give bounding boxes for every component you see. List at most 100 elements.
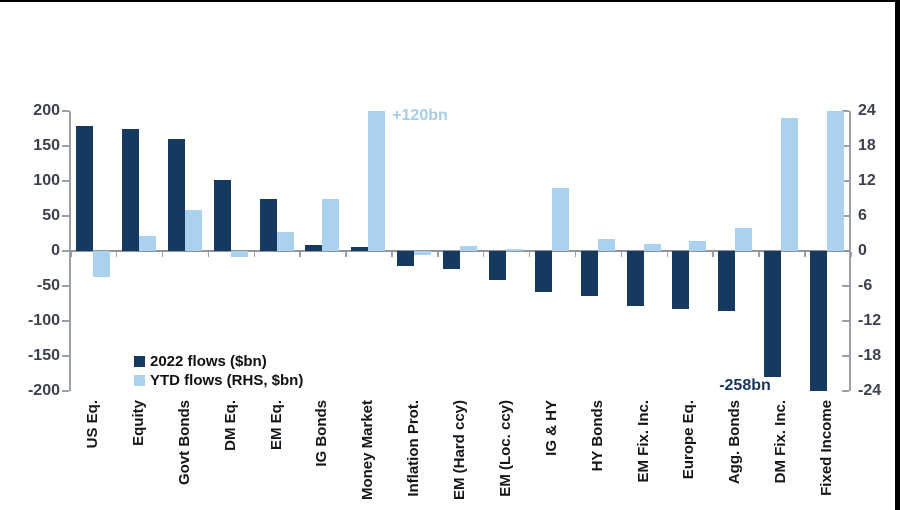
bar-ytd-flows — [368, 111, 386, 251]
bar-2022-flows — [213, 179, 231, 251]
left-axis-tick-label: 200 — [33, 102, 60, 119]
category-label: EM (Hard ccy) — [451, 400, 468, 501]
category-label: HY Bonds — [588, 400, 606, 472]
category-label: EM Eq. — [267, 400, 285, 451]
right-axis-tick — [842, 180, 849, 182]
legend-label-ytd-flows: YTD flows (RHS, $bn) — [150, 372, 304, 389]
right-axis-tick-label: -12 — [858, 312, 882, 329]
category-label: DM Eq. — [221, 400, 239, 451]
bar-annotation: +120bn — [392, 107, 448, 124]
bar-ytd-flows — [322, 198, 340, 251]
right-axis-tick-label: -24 — [858, 382, 882, 399]
x-axis-tick — [345, 252, 347, 257]
left-axis-tick-label: 0 — [51, 242, 60, 259]
right-axis-tick-label: 0 — [858, 242, 867, 259]
bar-2022-flows — [810, 251, 828, 391]
bar-ytd-flows — [460, 245, 477, 252]
x-axis-tick — [115, 252, 118, 257]
left-axis-tick — [62, 355, 69, 357]
right-axis-tick — [842, 145, 849, 147]
x-axis-tick — [161, 252, 164, 257]
x-axis-tick — [666, 252, 668, 257]
right-axis-tick-label: -6 — [858, 277, 873, 294]
bar-2022-flows — [718, 251, 736, 312]
window-right-border — [895, 0, 900, 510]
window-top-border — [0, 0, 900, 2]
x-axis-tick — [437, 252, 439, 257]
bar-2022-flows — [397, 251, 415, 267]
category-label: DM Fix. Inc. — [772, 400, 790, 484]
right-axis-tick — [842, 355, 849, 357]
bar-ytd-flows — [689, 241, 707, 251]
bar-ytd-flows — [184, 210, 202, 251]
left-axis-tick — [62, 320, 69, 322]
category-label: Inflation Prot. — [405, 400, 423, 497]
bar-2022-flows — [672, 251, 690, 310]
bar-2022-flows — [443, 251, 460, 269]
left-axis-tick — [62, 285, 69, 287]
left-axis-tick-label: 50 — [42, 207, 60, 224]
right-axis-tick — [842, 285, 849, 287]
left-axis-tick — [62, 145, 69, 147]
bar-2022-flows — [764, 251, 782, 377]
category-label: Agg. Bonds — [726, 400, 744, 485]
left-axis-tick-label: 150 — [33, 137, 60, 154]
bar-2022-flows — [75, 126, 93, 251]
right-axis-tick — [842, 215, 849, 217]
left-axis-tick — [62, 180, 69, 182]
left-axis-tick — [62, 110, 69, 112]
category-label: EM Fix. Inc. — [634, 400, 652, 483]
bar-ytd-flows — [597, 239, 615, 251]
x-axis-tick — [70, 252, 72, 257]
right-axis-tick — [842, 320, 849, 322]
x-axis-tick — [758, 252, 760, 257]
bar-ytd-flows — [505, 248, 523, 251]
right-axis-tick-label: -18 — [858, 347, 882, 364]
bar-ytd-flows — [781, 118, 799, 251]
bar-ytd-flows — [827, 111, 845, 251]
bar-2022-flows — [580, 251, 598, 296]
bar-ytd-flows — [276, 232, 294, 251]
category-label: IG & HY — [542, 400, 560, 456]
bar-ytd-flows — [551, 188, 569, 251]
bar-ytd-flows — [414, 251, 432, 256]
category-label: US Eq. — [83, 400, 101, 449]
right-axis-tick-label: 12 — [858, 172, 876, 189]
legend-item-2022-flows: 2022 flows ($bn) — [134, 352, 303, 371]
category-label: Equity — [129, 400, 147, 446]
bar-2022-flows — [305, 245, 323, 251]
chart-legend: 2022 flows ($bn) YTD flows (RHS, $bn) — [134, 352, 303, 390]
x-axis-tick — [804, 252, 806, 257]
bar-ytd-flows — [138, 236, 156, 251]
x-axis-tick — [482, 252, 485, 257]
x-axis-tick — [528, 252, 531, 257]
left-axis-tick-label: -200 — [27, 382, 60, 399]
left-axis-tick-label: 100 — [33, 172, 60, 189]
category-label: Govt Bonds — [175, 400, 193, 485]
bar-ytd-flows — [230, 251, 248, 257]
right-axis-tick — [842, 390, 849, 392]
right-axis-line — [849, 111, 851, 391]
category-label: Fixed Income — [818, 400, 836, 496]
left-axis-tick — [62, 390, 69, 392]
legend-label-2022-flows: 2022 flows ($bn) — [150, 353, 267, 370]
x-axis-tick — [850, 252, 852, 257]
bar-2022-flows — [351, 246, 369, 251]
bar-2022-flows — [121, 128, 139, 251]
bar-2022-flows — [167, 139, 185, 251]
bar-annotation: -258bn — [719, 377, 771, 394]
x-axis-tick — [574, 252, 577, 257]
x-axis-tick — [712, 252, 714, 257]
left-axis-tick — [62, 250, 69, 252]
x-axis-tick — [207, 252, 210, 257]
legend-swatch-ytd-flows — [134, 375, 145, 386]
bar-ytd-flows — [643, 244, 661, 251]
left-axis-tick-label: -50 — [36, 277, 60, 294]
right-axis-tick-label: 18 — [858, 137, 876, 154]
category-label: Money Market — [359, 400, 377, 501]
x-axis-tick — [299, 252, 301, 257]
legend-swatch-2022-flows — [134, 356, 145, 367]
right-axis-tick-label: 6 — [858, 207, 867, 224]
